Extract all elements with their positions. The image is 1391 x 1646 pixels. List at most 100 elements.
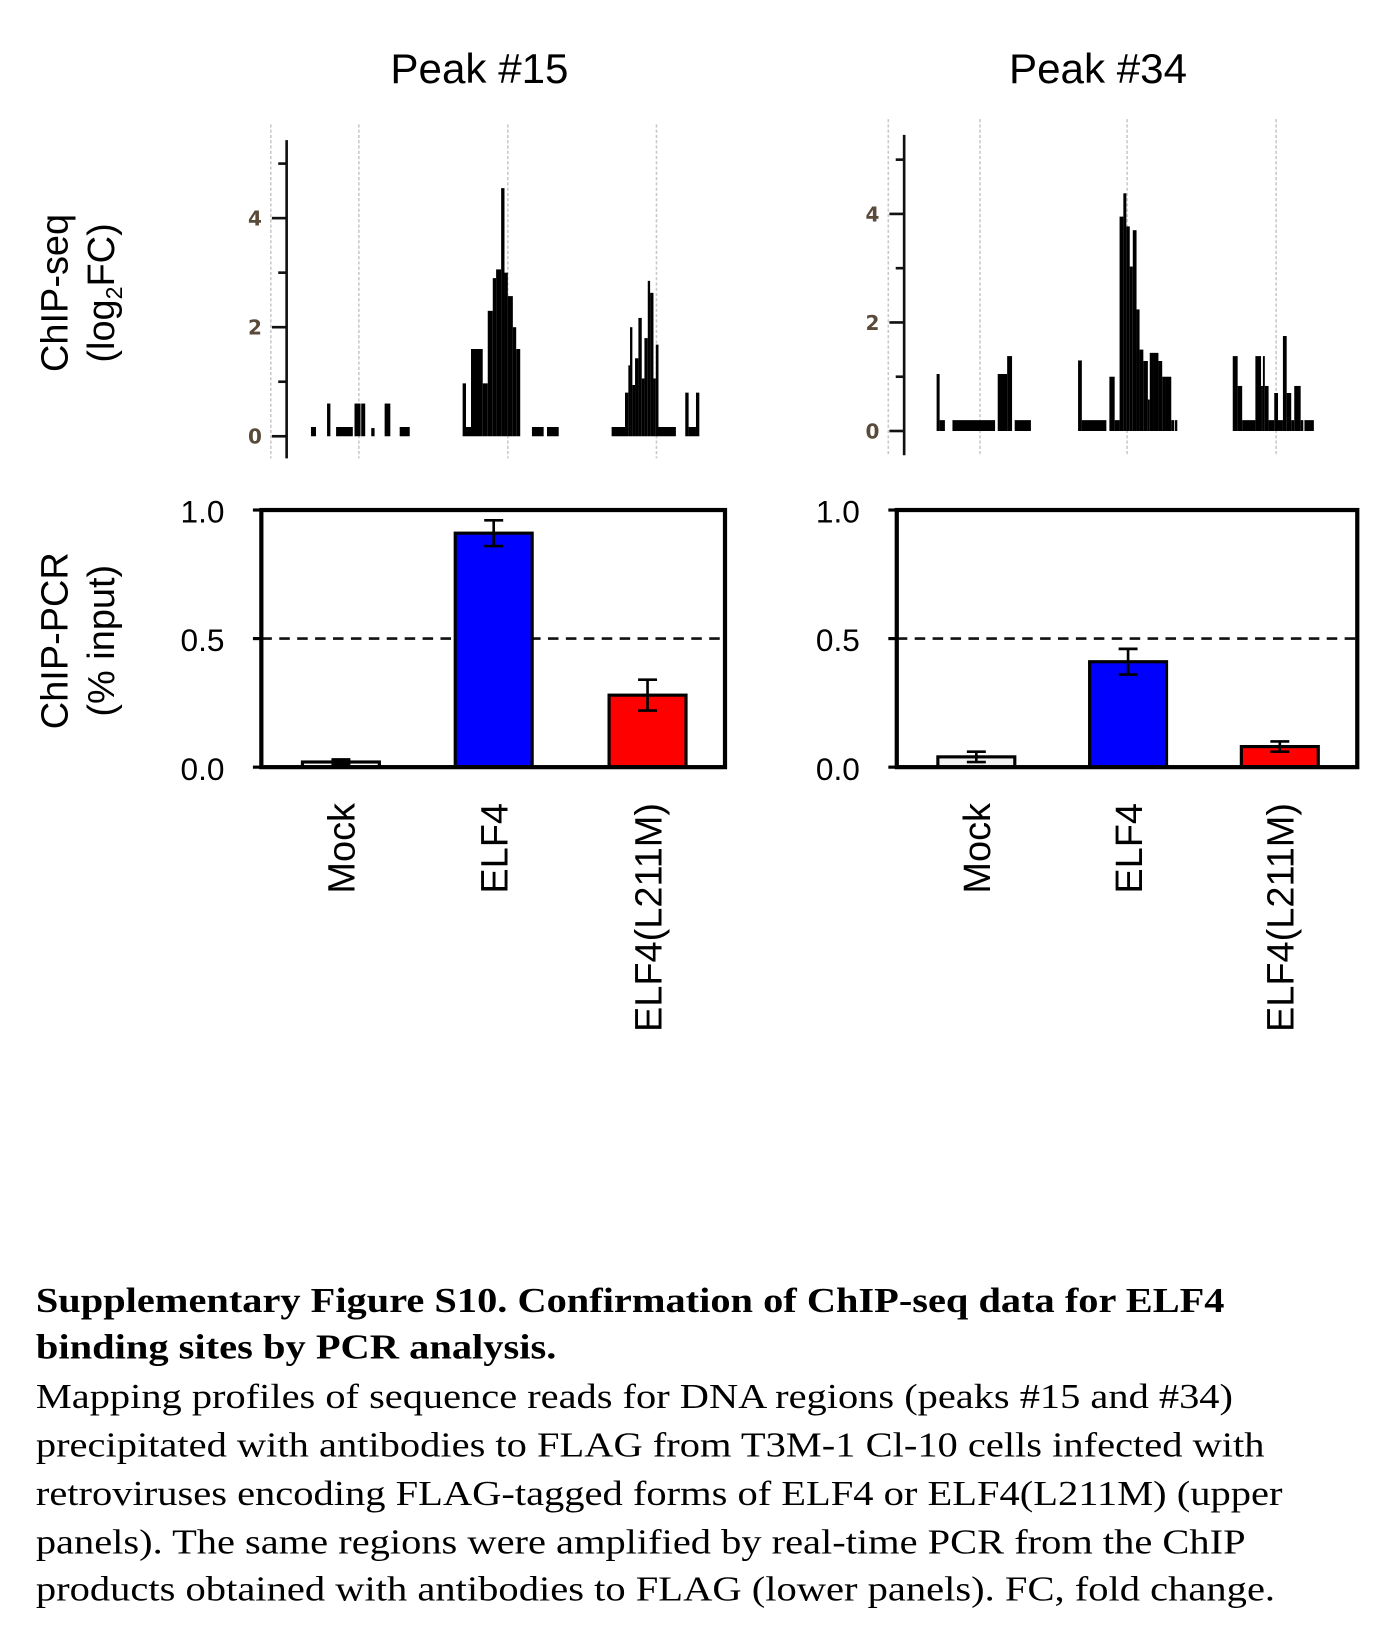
coverage-bar: [1129, 266, 1133, 431]
coverage-bar: [462, 383, 466, 437]
chipseq-ylabel: ChIP-seq (log2FC): [34, 214, 127, 372]
coverage-bar: [655, 344, 659, 437]
coverage-bar: [1162, 376, 1166, 431]
coverage-bar: [695, 392, 700, 437]
coverage-bar: [496, 269, 502, 437]
coverage-bar: [1136, 309, 1140, 431]
coverage-bar: [501, 188, 505, 437]
coverage-bar: [1291, 420, 1295, 431]
coverage-bar: [516, 349, 521, 437]
x-category-label: ELF4: [474, 803, 516, 894]
coverage-bar: [1294, 385, 1301, 431]
chippcr-ylabel: ChIP-PCR (% input): [34, 552, 122, 729]
y-tick-label: 0.5: [181, 622, 225, 658]
chippcr-bars-peak34: Mock ELF4 ELF4(L211M) 0.0 0.5 1.0: [816, 494, 1360, 1032]
figure-caption: Supplementary Figure S10. Confirmation o…: [36, 1281, 1283, 1609]
coverage-bar: [936, 374, 940, 431]
coverage-bar: [611, 426, 626, 437]
coverage-bar: [1126, 226, 1130, 431]
coverage-bar: [1171, 420, 1175, 431]
y-tick-label: 0: [248, 425, 262, 449]
y-tick-label: 0.5: [816, 622, 860, 658]
coverage-bar: [630, 327, 633, 437]
coverage-bar: [641, 378, 645, 437]
coverage-bar: [361, 403, 366, 437]
bar-elf4: [1088, 660, 1169, 769]
coverage-bar: [354, 403, 361, 437]
coverage-bar: [471, 349, 483, 437]
coverage-bar: [384, 403, 391, 437]
coverage-bar: [1282, 336, 1287, 431]
coverage-bar: [1286, 393, 1292, 431]
coverage-bar: [625, 392, 629, 437]
coverage-bar: [1274, 393, 1279, 431]
y-tick-label: 2: [866, 311, 880, 335]
caption-body-line: precipitated with antibodies to FLAG fro…: [36, 1425, 1265, 1464]
coverage-bar: [628, 365, 631, 437]
chipseq-ylabel-line2: (log2FC): [81, 223, 127, 362]
coverage-bar: [1147, 399, 1150, 431]
x-category-label: ELF4: [1109, 803, 1151, 894]
coverage-bar: [371, 428, 375, 437]
coverage-bar: [939, 420, 945, 431]
coverage-bar: [512, 327, 517, 437]
caption-body-line: panels). The same regions were amplified…: [36, 1522, 1246, 1561]
coverage-bar: [1109, 376, 1115, 431]
coverage-bar: [1300, 420, 1304, 431]
coverage-bar: [1264, 385, 1269, 431]
coverage-bar: [650, 292, 654, 437]
coverage-bar: [327, 403, 331, 437]
y-tick-label: 2: [248, 316, 262, 340]
bar-elf4: [453, 531, 534, 769]
coverage-bar: [644, 338, 648, 437]
coverage-bar: [638, 317, 642, 437]
caption-body-line: retroviruses encoding FLAG-tagged forms …: [36, 1474, 1283, 1513]
coverage-bar: [1261, 385, 1263, 431]
coverage-bar: [547, 426, 559, 437]
coverage-bar: [1153, 352, 1159, 431]
coverage-bar: [1255, 356, 1262, 431]
coverage-bar: [952, 420, 996, 431]
coverage-bar: [507, 296, 513, 437]
x-category-label: ELF4(L211M): [1261, 803, 1303, 1032]
y-tick-label: 0.0: [816, 751, 860, 787]
coverage-bar: [635, 358, 639, 437]
coverage-bar: [632, 385, 636, 437]
y-tick-label: 4: [866, 202, 880, 226]
coverage-bar: [658, 426, 676, 437]
coverage-bar: [1143, 360, 1148, 431]
chipseq-profile-peak34: 0 2 4: [866, 119, 1314, 456]
coverage-bar: [1158, 360, 1163, 431]
y-tick-label: 0: [866, 419, 880, 443]
coverage-bar: [1081, 420, 1107, 431]
panel-title-peak34: Peak #34: [1009, 45, 1187, 92]
coverage-bar: [482, 383, 488, 437]
coverage-bar: [310, 426, 316, 437]
coverage-bar: [1237, 385, 1243, 431]
coverage-bar: [653, 378, 656, 437]
coverage-bar: [1262, 356, 1265, 431]
coverage-bar: [1268, 420, 1275, 431]
chipseq-ylabel-line1: ChIP-seq: [34, 214, 76, 372]
caption-body-line: Mapping profiles of sequence reads for D…: [36, 1377, 1233, 1416]
caption-body-line: products obtained with antibodies to FLA…: [36, 1570, 1275, 1609]
y-tick-label: 4: [248, 207, 262, 231]
x-category-label: ELF4(L211M): [628, 803, 670, 1032]
coverage-bar: [688, 426, 696, 437]
coverage-bar: [1242, 420, 1256, 431]
coverage-bar: [997, 374, 1008, 431]
coverage-bar: [685, 392, 689, 437]
coverage-bar: [1165, 376, 1172, 431]
coverage-bar: [647, 280, 651, 437]
coverage-bar: [1007, 356, 1013, 431]
chippcr-ylabel-line1: ChIP-PCR: [34, 552, 76, 729]
coverage-bar: [1114, 420, 1120, 431]
coverage-bar: [399, 426, 410, 437]
caption-title-line: binding sites by PCR analysis.: [36, 1327, 557, 1366]
x-category-label: Mock: [957, 802, 999, 894]
caption-title-line: Supplementary Figure S10. Confirmation o…: [36, 1281, 1225, 1320]
chippcr-ylabel-line2: (% input): [81, 565, 123, 717]
chippcr-bars-peak15: Mock ELF4 ELF4(L211M) 0.0 0.5 1.0: [181, 494, 728, 1032]
coverage-bar: [1278, 420, 1283, 431]
coverage-bar: [504, 272, 508, 437]
